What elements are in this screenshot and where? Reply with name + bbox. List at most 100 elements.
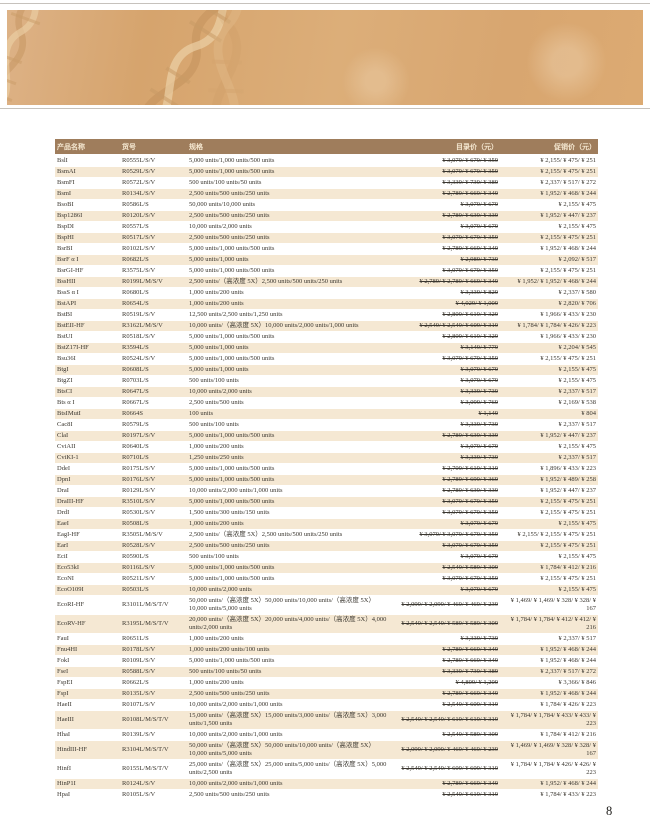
list-price: ¥ 1,149: [478, 410, 499, 417]
spec: 1,500 units/300 units/150 units: [189, 509, 270, 516]
promo-price: ¥ 2,337/ ¥ 517: [558, 454, 596, 461]
product-name: BspHI: [57, 234, 74, 241]
spec: 15,000 units/（高浓度 5X）15,000 units/3,000 …: [189, 712, 387, 727]
promo-price: ¥ 1,784/ ¥ 1,784/ ¥ 433/ ¥ 433/ ¥ 223: [510, 712, 596, 727]
list-price: ¥ 3,079/ ¥ 679/ ¥ 359: [442, 498, 498, 505]
table-row: BssS α I R0680L/S 1,000 units/200 units ¥ 3…: [55, 288, 598, 299]
product-name: Bsp1286I: [57, 212, 83, 219]
product-name: BsrGI-HF: [57, 267, 84, 274]
product-name: Cac8I: [57, 421, 73, 428]
spec: 5,000 units/1,000 units: [189, 366, 249, 373]
product-name: FspI: [57, 690, 69, 697]
catalog-number: R0116L/S/V: [122, 564, 155, 571]
table-row: BsmI R0134L/S/V 2,500 units/500 units/250 …: [55, 188, 598, 200]
product-name: EagI-HF: [57, 531, 80, 538]
list-price: ¥ 3,079/ ¥ 679/ ¥ 359: [442, 157, 498, 164]
list-price: ¥ 2,549/ ¥ 589/ ¥ 309: [442, 564, 498, 571]
catalog-number: R0109L/S/V: [122, 657, 156, 664]
spec: 500 units/100 units/50 units: [189, 668, 262, 675]
list-price: ¥ 2,789/ ¥ 669/ ¥ 349: [442, 190, 498, 197]
spec: 2,500 units/500 units/250 units: [189, 212, 270, 219]
list-price: ¥ 3,339/ ¥ 739: [460, 421, 498, 428]
table-row: CviKI-1 R0710L/S 1,250 units/250 units ¥ 3,…: [55, 452, 598, 464]
list-price: ¥ 3,079/ ¥ 679/ ¥ 359: [442, 234, 498, 241]
promo-price: ¥ 1,952/ ¥ 468/ ¥ 244: [540, 190, 596, 197]
product-name: CviAII: [57, 443, 76, 450]
list-price: ¥ 3,079/ ¥ 679: [460, 520, 498, 527]
catalog-number: R0528L/S/V: [122, 542, 156, 549]
spec: 50,000 units/10,000 units: [189, 201, 256, 208]
product-name: HindIII-HF: [57, 746, 87, 753]
list-price: ¥ 3,079/ ¥ 679: [460, 586, 498, 593]
promo-price: ¥ 2,337/ ¥ 517: [558, 388, 596, 395]
table-row: Bts α I R0667L/S 2,500 units/500 units ¥ 3,…: [55, 398, 598, 409]
spec: 5,000 units/1,000 units/500 units: [189, 267, 275, 274]
product-name: DraI: [57, 487, 69, 494]
table-row: FokI R0109L/S/V 5,000 units/1,000 units/50…: [55, 656, 598, 667]
promo-price: ¥ 1,952/ ¥ 468/ ¥ 244: [540, 646, 596, 653]
product-name: BsoBI: [57, 201, 74, 208]
promo-price: ¥ 2,155/ ¥ 475: [558, 223, 596, 230]
spec: 1,000 units/200 units: [189, 289, 244, 296]
product-name: ClaI: [57, 432, 69, 439]
table-row: BstBI R0519L/S/V 12,500 units/2,500 units/…: [55, 310, 598, 321]
promo-price: ¥ 2,155/ ¥ 475/ ¥ 251: [540, 498, 596, 505]
table-row: BsmAI R0529L/S/V 5,000 units/1,000 units/5…: [55, 166, 598, 178]
list-price: ¥ 2,989/ ¥ 739: [460, 256, 498, 263]
table-row: EaeI R0508L/S 1,000 units/200 units ¥ 3,079…: [55, 518, 598, 530]
catalog-number: R0521L/S/V: [122, 575, 156, 582]
table-row: EcoRV-HF R3195L/M/S/T/V 20,000 units/（高浓度 …: [55, 614, 598, 634]
list-price: ¥ 2,809/ ¥ 619/ ¥ 329: [442, 311, 498, 318]
product-name: BstUI: [57, 333, 73, 340]
product-name: FseI: [57, 668, 69, 675]
list-price: ¥ 2,549/ ¥ 2,549/ ¥ 609/ ¥ 609/ ¥ 319: [401, 765, 498, 772]
spec: 5,000 units/1,000 units/500 units: [189, 333, 275, 340]
dna-helix-icon: [7, 10, 643, 105]
catalog-number: R0135L/S/V: [122, 690, 156, 697]
promo-price: ¥ 1,784/ ¥ 426/ ¥ 223: [540, 701, 596, 708]
catalog-number: R0199L/M/S/V: [122, 278, 163, 285]
table-row: HinP1I R0124L/S/V 10,000 units/2,000 units…: [55, 778, 598, 790]
catalog-number: R0579L/S: [122, 421, 149, 428]
product-name: EcoO109I: [57, 586, 84, 593]
promo-price: ¥ 1,952/ ¥ 447/ ¥ 237: [540, 487, 596, 494]
list-price: ¥ 3,079/ ¥ 679/ ¥ 359: [442, 355, 498, 362]
product-name: Eco53kI: [57, 564, 80, 571]
spec: 5,000 units/1,000 units/500 units: [189, 498, 275, 505]
catalog-number: R3162L/M/S/V: [122, 322, 163, 329]
table-row: BsrF α I R0682L/S 5,000 units/1,000 units ¥…: [55, 254, 598, 266]
catalog-number: R0647L/S: [122, 388, 149, 395]
spec: 5,000 units/1,000 units/500 units: [189, 432, 275, 439]
catalog-number: R3575L/S/V: [122, 267, 156, 274]
catalog-number: R0134L/S/V: [122, 190, 156, 197]
table-row: DpnI R0176L/S/V 5,000 units/1,000 units/50…: [55, 474, 598, 486]
list-price: ¥ 2,789/ ¥ 639/ ¥ 339: [442, 487, 498, 494]
promo-price: ¥ 1,952/ ¥ 468/ ¥ 244: [540, 690, 596, 697]
list-price: ¥ 2,549/ ¥ 2,549/ ¥ 589/ ¥ 589/ ¥ 309: [401, 620, 498, 627]
spec: 5,000 units/1,000 units/500 units: [189, 355, 275, 362]
table-row: FspEI R0662L/S 1,000 units/200 units ¥ 4,80…: [55, 678, 598, 689]
spec: 2,500 units/500 units/250 units: [189, 190, 270, 197]
table-row: ClaI R0197L/S/V 5,000 units/1,000 units/50…: [55, 430, 598, 442]
spec: 2,500 units/500 units/250 units: [189, 234, 270, 241]
col-header-spec: 规格: [187, 139, 390, 156]
product-name: BstAPI: [57, 300, 77, 307]
product-name: FauI: [57, 635, 69, 642]
spec: 5,000 units/1,000 units/500 units: [189, 657, 275, 664]
spec: 5,000 units/1,000 units: [189, 344, 249, 351]
catalog-number: R0519L/S/V: [122, 311, 156, 318]
spec: 10,000 units/（高浓度 5X）10,000 units/2,000 …: [189, 322, 359, 329]
promo-price: ¥ 1,784/ ¥ 412/ ¥ 216: [540, 731, 596, 738]
table-row: Fnu4HI R0178L/S/V 1,000 units/200 units/10…: [55, 644, 598, 656]
promo-price: ¥ 2,337/ ¥ 517/ ¥ 272: [540, 179, 596, 186]
list-price: ¥ 2,789/ ¥ 669/ ¥ 349: [442, 646, 498, 653]
promo-price: ¥ 2,155/ ¥ 475/ ¥ 251: [540, 267, 596, 274]
table-header-row: 产品名称 货号 规格 目录价（元） 促销价（元）: [55, 139, 598, 156]
list-price: ¥ 3,079/ ¥ 679: [460, 223, 498, 230]
promo-price: ¥ 1,469/ ¥ 1,469/ ¥ 328/ ¥ 328/ ¥ 167: [510, 597, 596, 612]
list-price: ¥ 2,789/ ¥ 669/ ¥ 349: [442, 245, 498, 252]
product-name: CviKI-1: [57, 454, 79, 461]
promo-price: ¥ 1,952/ ¥ 447/ ¥ 237: [540, 212, 596, 219]
list-price: ¥ 2,809/ ¥ 619/ ¥ 329: [442, 333, 498, 340]
promo-price: ¥ 2,337/ ¥ 580: [558, 289, 596, 296]
